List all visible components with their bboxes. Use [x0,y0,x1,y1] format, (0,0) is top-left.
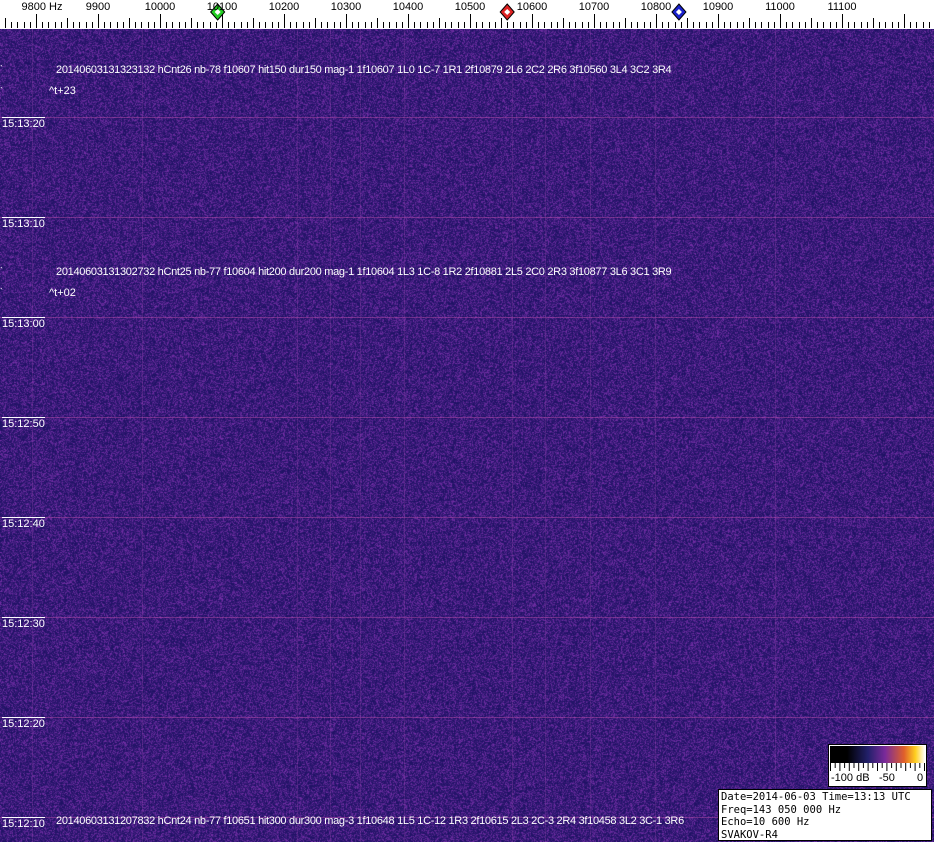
time-label: 15:12:40 [2,517,45,530]
detection-line-2: 20140603131302732 hCnt25 nb-77 f10604 hi… [56,266,672,278]
detection-offset-2: ^t+02 [49,287,76,299]
frequency-trace [404,29,405,842]
freq-label: 10400 [392,1,424,13]
freq-label: 10500 [454,1,486,13]
frequency-trace [330,29,331,842]
detection-offset-1: ^t+23 [49,85,76,97]
time-label: 15:12:30 [2,617,45,630]
red-marker[interactable] [499,3,515,21]
time-gridline [0,217,934,218]
time-label: 15:12:20 [2,717,45,730]
colorbar-ticks [830,763,925,771]
freq-label: 11100 [827,1,857,13]
time-label: 15:12:50 [2,417,45,430]
info-frequency: Freq=143 050 000 Hz [721,803,842,816]
time-label: 15:13:20 [2,117,45,130]
detection-tick: ` [0,64,3,74]
time-gridline [0,417,934,418]
colorbar-legend: -100 dB -50 0 [828,744,927,787]
freq-label: 10600 [516,1,548,13]
detection-tick: ` [0,266,3,276]
frequency-trace [655,29,656,842]
frequency-trace [297,29,298,842]
freq-label: 10700 [578,1,610,13]
time-gridline [0,617,934,618]
colorbar-label-mid: -50 [879,772,895,784]
freq-label: 10900 [702,1,734,13]
time-gridline [0,117,934,118]
spectrogram-waterfall [0,29,934,842]
time-label: 15:13:10 [2,217,45,230]
frequency-axis: 9800 Hz 9900 10000 10100 10200 10300 10400 1050… [0,0,934,29]
green-marker[interactable] [209,3,226,21]
frequency-trace [142,29,143,842]
time-gridline [0,317,934,318]
colorbar-label-max: 0 [917,772,924,784]
detection-tick: ` [0,86,3,96]
frequency-trace [360,29,361,842]
time-label: 15:13:00 [2,317,45,330]
freq-label: 10100 [206,1,238,13]
freq-label: 9800 Hz [21,1,63,13]
blue-marker[interactable] [671,3,687,21]
detection-line-1: 20140603131323132 hCnt26 nb-78 f10607 hi… [56,64,672,76]
freq-label: 10000 [144,1,176,13]
detection-tick: ` [0,287,3,297]
frequency-trace [512,29,513,842]
freq-label: 10300 [330,1,362,13]
time-gridline [0,517,934,518]
frequency-trace [32,29,33,842]
freq-label: 10200 [268,1,300,13]
freq-label: 10800 [640,1,672,13]
time-gridline [0,817,934,818]
colorbar-label-min: -100 dB [831,772,870,784]
frequency-trace [545,29,546,842]
info-station: SVAKOV-R4 [721,828,778,841]
frequency-ticks [5,3,930,28]
info-box: Date=2014-06-03 Time=13:13 UTC Freq=143 … [718,789,932,841]
time-gridline [0,717,934,718]
info-echo: Echo=10 600 Hz [721,816,810,828]
freq-label: 9900 [85,1,111,13]
frequency-trace [775,29,776,842]
detection-line-3: 20140603131207832 hCnt24 nb-77 f10651 hi… [56,815,684,827]
info-date-time: Date=2014-06-03 Time=13:13 UTC [721,791,911,803]
time-label: 15:12:10 [2,817,45,830]
colorbar-gradient [830,746,925,763]
freq-label: 11000 [765,1,795,13]
frequency-trace [590,29,591,842]
